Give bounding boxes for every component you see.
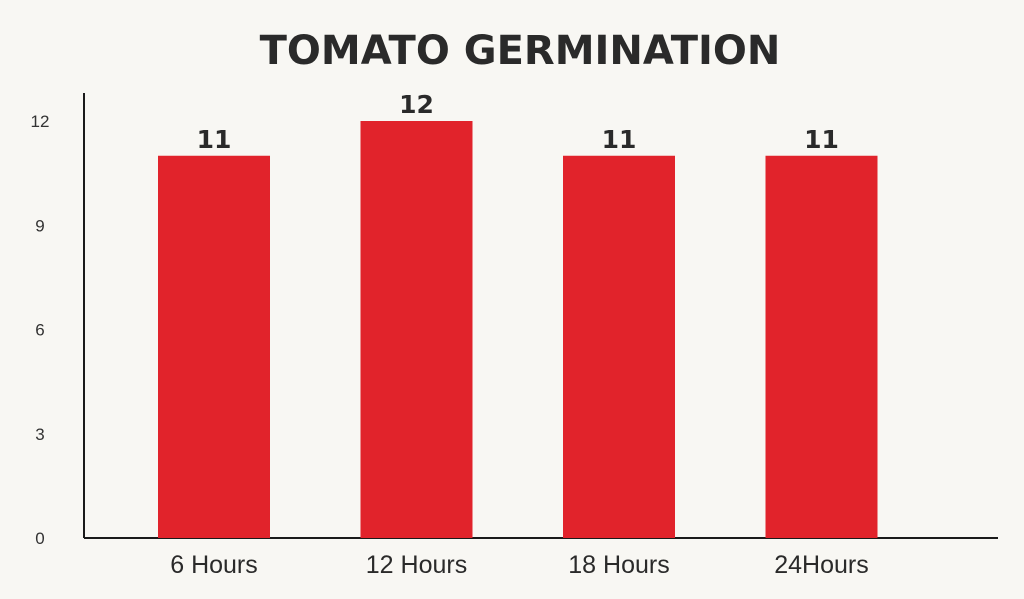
bar-data-label: 12 (399, 90, 434, 119)
y-tick-label: 9 (35, 216, 44, 235)
x-tick-label: 12 Hours (366, 551, 467, 579)
bar (563, 155, 675, 538)
data-label-group: 11 12 11 11 (197, 90, 839, 154)
y-tick-group: 0 3 6 9 12 (31, 112, 50, 548)
y-tick-label: 6 (35, 321, 44, 340)
bar (765, 155, 878, 538)
bar-data-label: 11 (804, 125, 839, 154)
y-tick-label: 12 (31, 112, 50, 131)
x-tick-label: 24Hours (774, 551, 869, 579)
y-tick-label: 3 (35, 425, 44, 444)
bar-group (158, 121, 878, 538)
bar (158, 155, 270, 538)
x-tick-group: 6 Hours 12 Hours 18 Hours 24Hours (170, 551, 869, 579)
bar-data-label: 11 (602, 125, 637, 154)
bar-data-label: 11 (197, 125, 232, 154)
x-tick-label: 6 Hours (170, 551, 258, 579)
bar (360, 121, 473, 538)
chart-title: TOMATO GERMINATION (260, 28, 781, 74)
y-tick-label: 0 (35, 529, 44, 548)
x-tick-label: 18 Hours (568, 551, 669, 579)
